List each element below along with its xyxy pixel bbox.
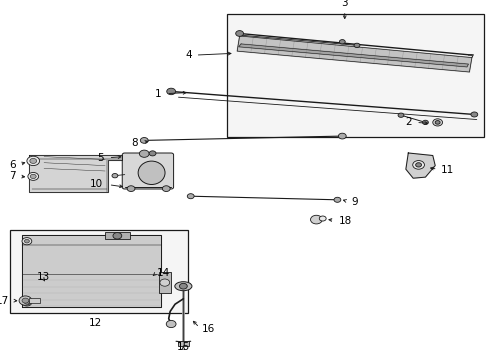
FancyBboxPatch shape [122, 153, 173, 189]
Polygon shape [22, 235, 161, 307]
Bar [105, 232, 129, 239]
Circle shape [139, 150, 149, 157]
Text: 6: 6 [9, 159, 16, 170]
Circle shape [24, 301, 29, 304]
Circle shape [140, 138, 148, 143]
Bar [227, 14, 483, 137]
Circle shape [149, 151, 156, 156]
Circle shape [166, 320, 176, 328]
Text: 14: 14 [156, 267, 169, 278]
Text: 15: 15 [176, 342, 190, 352]
Text: 4: 4 [185, 50, 192, 60]
Circle shape [160, 279, 169, 286]
Text: 7: 7 [9, 171, 16, 181]
Circle shape [187, 194, 194, 199]
Polygon shape [29, 155, 122, 192]
Text: 9: 9 [350, 197, 357, 207]
Circle shape [127, 186, 135, 192]
Circle shape [22, 299, 32, 306]
Text: 8: 8 [131, 138, 138, 148]
Circle shape [22, 298, 29, 303]
Circle shape [112, 174, 118, 178]
Polygon shape [405, 153, 434, 178]
Text: 17: 17 [0, 296, 9, 306]
Circle shape [24, 239, 29, 243]
Bar [159, 272, 171, 293]
Circle shape [319, 216, 325, 221]
Circle shape [179, 283, 187, 289]
Bar [10, 230, 188, 313]
Circle shape [22, 238, 32, 245]
Circle shape [434, 121, 439, 124]
Circle shape [166, 88, 175, 95]
Circle shape [30, 158, 37, 163]
Text: 18: 18 [338, 216, 351, 226]
Circle shape [338, 133, 346, 139]
Circle shape [353, 43, 359, 48]
Circle shape [470, 112, 477, 117]
Text: 3: 3 [341, 0, 347, 8]
Circle shape [235, 31, 243, 36]
Bar [29, 298, 40, 303]
Text: 10: 10 [89, 179, 102, 189]
Circle shape [28, 172, 39, 180]
Circle shape [397, 113, 403, 117]
Text: 2: 2 [405, 117, 411, 127]
Circle shape [19, 296, 32, 305]
Circle shape [162, 186, 170, 192]
Ellipse shape [138, 161, 164, 184]
Circle shape [27, 156, 40, 166]
Circle shape [113, 233, 122, 239]
Circle shape [30, 174, 36, 179]
Circle shape [415, 163, 421, 167]
Circle shape [412, 161, 424, 169]
Polygon shape [238, 44, 468, 67]
Text: 12: 12 [88, 318, 102, 328]
Bar [177, 341, 189, 346]
Text: 16: 16 [201, 324, 214, 334]
Ellipse shape [175, 282, 191, 291]
Circle shape [432, 119, 442, 126]
Text: 1: 1 [154, 89, 161, 99]
Circle shape [339, 40, 345, 44]
Text: 5: 5 [97, 153, 103, 163]
Text: 13: 13 [37, 272, 50, 282]
Polygon shape [237, 36, 471, 72]
Circle shape [310, 215, 322, 224]
Circle shape [422, 120, 427, 125]
Circle shape [333, 197, 340, 202]
Text: 11: 11 [440, 165, 453, 175]
